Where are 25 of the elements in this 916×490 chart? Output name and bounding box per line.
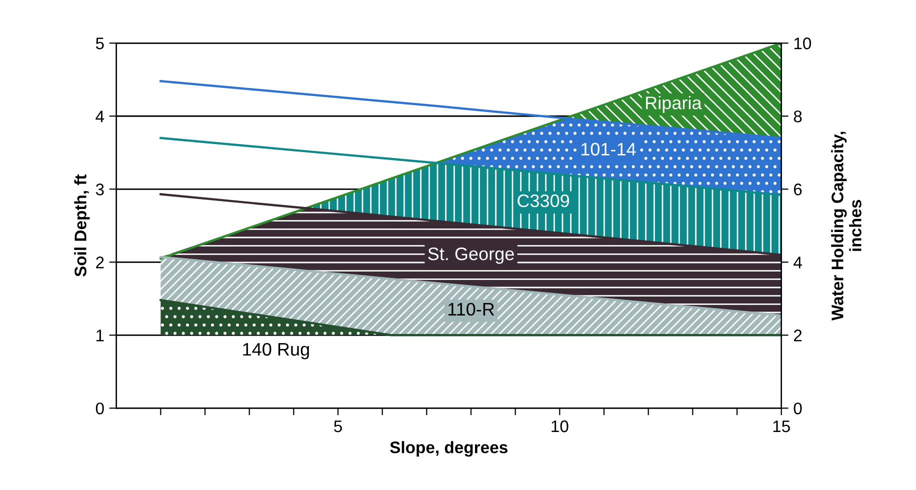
line-series xyxy=(160,80,782,140)
series-label: Riparia xyxy=(646,96,702,113)
y-tick-label: 1 xyxy=(96,330,104,342)
y-tick-label: 4 xyxy=(96,110,104,122)
y2-tick-label: 4 xyxy=(794,256,802,268)
y2-tick-label: 0 xyxy=(794,402,802,414)
y2-tick-label: 10 xyxy=(794,38,812,50)
series-label: 101-14 xyxy=(581,142,636,156)
y2-tick-label: 8 xyxy=(794,110,802,122)
x-tick-label: 15 xyxy=(773,420,790,432)
series-label: C3309 xyxy=(518,194,570,208)
y2-axis-title: Water Holding Capacity, inches xyxy=(831,132,862,321)
y2-tick-label: 2 xyxy=(794,330,802,342)
series-label: St. George xyxy=(428,247,514,264)
y-tick-label: 2 xyxy=(96,256,104,268)
series-label: 110-R xyxy=(448,302,494,316)
y-axis-title: Soil Depth, ft xyxy=(74,174,90,277)
x-tick-label: 5 xyxy=(334,420,342,432)
y-tick-label: 5 xyxy=(96,38,104,50)
y-tick-label: 3 xyxy=(96,184,104,196)
y2-tick-label: 6 xyxy=(794,184,802,196)
x-tick-label: 10 xyxy=(552,420,568,432)
y-tick-label: 0 xyxy=(96,402,104,414)
x-axis-title: Slope, degrees xyxy=(390,441,508,457)
series-label: 140 Rug xyxy=(243,342,309,360)
